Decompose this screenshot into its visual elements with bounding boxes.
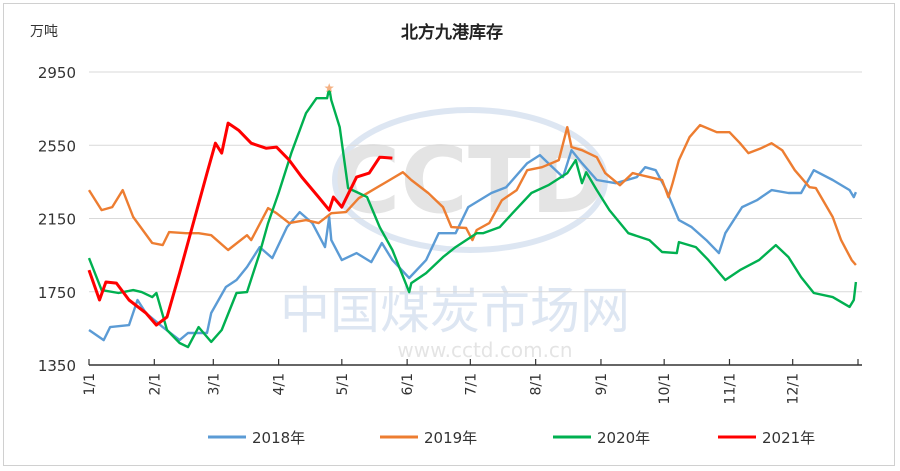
series-line-2018: [88, 148, 858, 342]
watermark-url: www.cctd.com.cn: [397, 338, 572, 362]
y-axis-unit: 万吨: [30, 24, 58, 40]
chart-title: 北方九港库存: [401, 22, 503, 43]
series-line-2019: [87, 123, 857, 266]
x-tick-label: 10/1: [657, 373, 673, 404]
legend-label: 2019年: [424, 429, 477, 447]
y-tick-label: 2150: [38, 211, 76, 229]
y-tick-label: 2950: [38, 64, 76, 82]
x-tick-label: 6/1: [400, 373, 416, 396]
y-tick-label: 1350: [38, 357, 76, 375]
watermark-name: 中国煤炭市场网: [280, 282, 630, 340]
y-tick-label: 1750: [38, 284, 76, 302]
x-tick-label: 8/1: [529, 373, 545, 396]
x-tick-label: 9/1: [594, 373, 610, 396]
x-tick-label: 12/1: [786, 373, 802, 404]
legend-label: 2021年: [762, 429, 815, 447]
x-tick-label: 11/1: [722, 373, 738, 404]
peak-star-marker: [324, 83, 334, 93]
chart-frame: [3, 3, 895, 466]
x-tick-label: 7/1: [463, 373, 479, 396]
y-tick-label: 2550: [38, 137, 76, 155]
legend-label: 2018年: [252, 429, 305, 447]
watermark-logo: CCTD: [333, 127, 607, 234]
legend: 2018年 2019年 2020年 2021年: [208, 429, 815, 447]
legend-label: 2020年: [597, 429, 650, 447]
watermark: CCTD 中国煤炭市场网 www.cctd.com.cn: [280, 107, 630, 362]
watermark-ring: [332, 107, 608, 253]
x-tick-label: 3/1: [206, 373, 222, 396]
series-line-2021: [87, 121, 393, 327]
x-tick-label: 2/1: [147, 373, 163, 396]
x-tick-label: 1/1: [82, 373, 98, 396]
x-tick-label: 5/1: [335, 373, 351, 396]
x-tick-label: 4/1: [272, 373, 288, 396]
series-line-2020: [87, 86, 858, 349]
